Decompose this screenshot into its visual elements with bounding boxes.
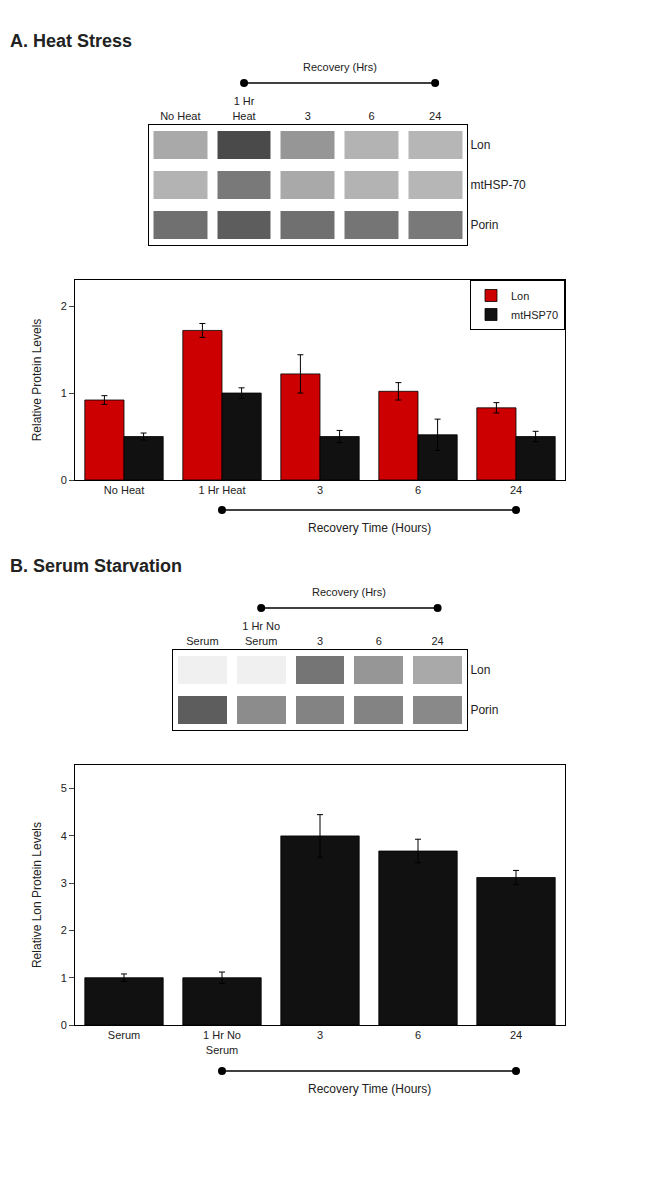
svg-text:Relative Lon Protein Levels: Relative Lon Protein Levels	[30, 822, 44, 968]
svg-text:Recovery Time (Hours): Recovery Time (Hours)	[308, 1082, 431, 1096]
svg-text:mtHSP70: mtHSP70	[511, 309, 558, 321]
svg-text:6: 6	[368, 110, 374, 122]
svg-text:Serum: Serum	[186, 635, 218, 647]
svg-text:0: 0	[61, 474, 67, 486]
svg-text:6: 6	[415, 1029, 421, 1041]
svg-text:3: 3	[317, 484, 323, 496]
svg-text:0: 0	[61, 1019, 67, 1031]
svg-text:3: 3	[61, 877, 67, 889]
svg-text:Porin: Porin	[470, 218, 498, 232]
svg-text:2: 2	[61, 300, 67, 312]
svg-text:4: 4	[61, 830, 67, 842]
svg-text:mtHSP-70: mtHSP-70	[470, 178, 526, 192]
svg-text:Recovery (Hrs): Recovery (Hrs)	[312, 586, 386, 598]
svg-text:A. Heat Stress: A. Heat Stress	[10, 31, 132, 51]
svg-text:24: 24	[429, 110, 441, 122]
svg-text:B. Serum Starvation: B. Serum Starvation	[10, 556, 182, 576]
svg-text:No Heat: No Heat	[104, 484, 144, 496]
svg-text:24: 24	[510, 1029, 522, 1041]
svg-text:1 HrHeat: 1 HrHeat	[232, 95, 255, 121]
svg-text:No Heat: No Heat	[160, 110, 200, 122]
svg-text:Recovery (Hrs): Recovery (Hrs)	[303, 61, 377, 73]
svg-text:3: 3	[305, 110, 311, 122]
svg-text:Recovery Time (Hours): Recovery Time (Hours)	[308, 521, 431, 535]
svg-text:Lon: Lon	[511, 290, 529, 302]
svg-text:1 Hr NoSerum: 1 Hr NoSerum	[242, 620, 280, 646]
svg-text:5: 5	[61, 782, 67, 794]
svg-text:3: 3	[317, 635, 323, 647]
svg-text:Lon: Lon	[470, 138, 490, 152]
svg-text:Relative Protein Levels: Relative Protein Levels	[30, 319, 44, 442]
svg-text:Serum: Serum	[108, 1029, 140, 1041]
svg-text:1: 1	[61, 972, 67, 984]
svg-text:24: 24	[431, 635, 443, 647]
svg-text:3: 3	[317, 1029, 323, 1041]
svg-text:1 Hr NoSerum: 1 Hr NoSerum	[203, 1029, 241, 1055]
svg-text:1 Hr Heat: 1 Hr Heat	[198, 484, 245, 496]
svg-text:2: 2	[61, 924, 67, 936]
svg-text:24: 24	[510, 484, 522, 496]
svg-text:6: 6	[376, 635, 382, 647]
svg-text:6: 6	[415, 484, 421, 496]
svg-text:Porin: Porin	[470, 703, 498, 717]
svg-text:1: 1	[61, 387, 67, 399]
svg-text:Lon: Lon	[470, 663, 490, 677]
